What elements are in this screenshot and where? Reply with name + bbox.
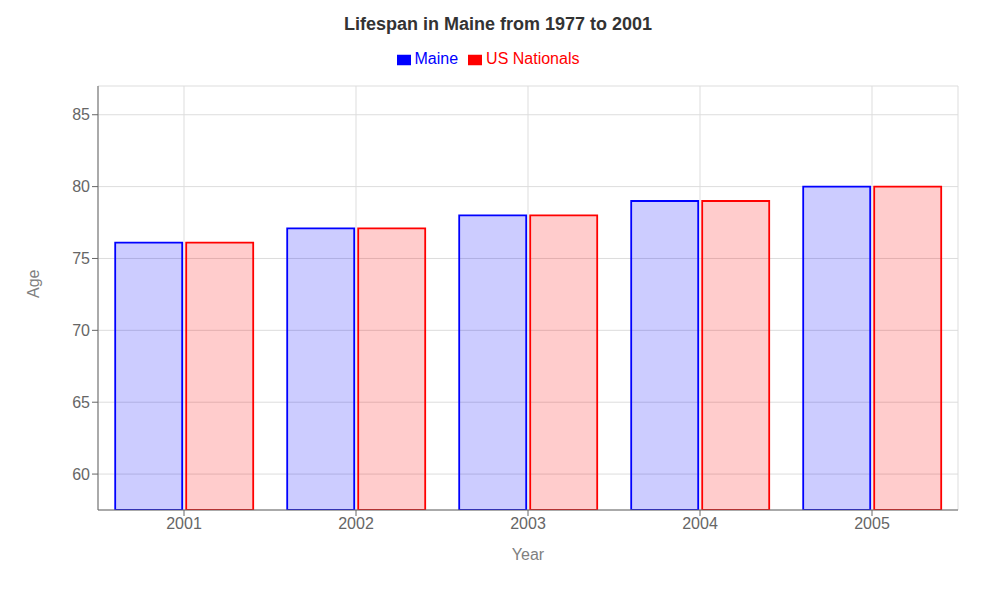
svg-text:2004: 2004 [682,515,718,532]
svg-text:70: 70 [72,322,90,339]
svg-text:Age: Age [25,269,42,298]
svg-text:2005: 2005 [854,515,890,532]
svg-text:60: 60 [72,466,90,483]
svg-text:80: 80 [72,178,90,195]
svg-text:75: 75 [72,250,90,267]
svg-text:2003: 2003 [510,515,546,532]
svg-text:65: 65 [72,394,90,411]
svg-text:Year: Year [512,546,545,563]
html-text:US Nationals: US Nationals [486,50,580,67]
html-text:Maine: Maine [414,50,459,67]
svg-text:85: 85 [72,106,90,123]
html-text:Lifespan in Maine from 1977 to: Lifespan in Maine from 1977 to 2001 [343,14,652,34]
svg-text:2002: 2002 [338,515,374,532]
svg-text:2001: 2001 [166,515,202,532]
